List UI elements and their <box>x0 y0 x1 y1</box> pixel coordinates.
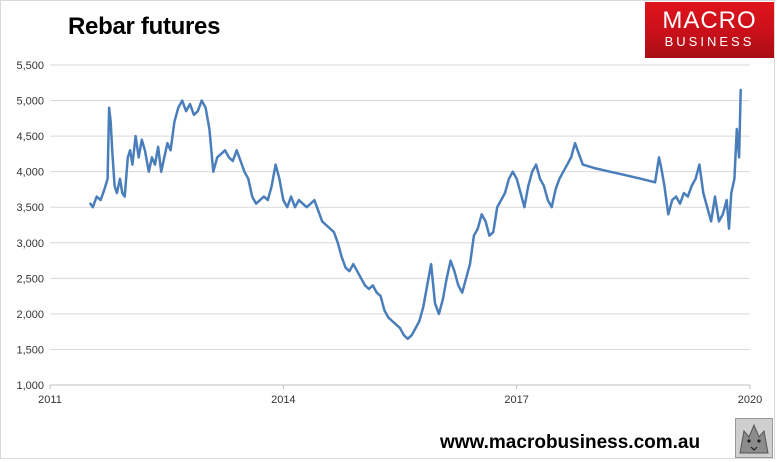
y-tick-label: 2,500 <box>16 273 44 285</box>
y-tick-label: 1,000 <box>16 380 44 392</box>
y-tick-label: 5,500 <box>16 60 44 72</box>
x-tick-label: 2014 <box>271 394 295 406</box>
website-url: www.macrobusiness.com.au <box>440 432 701 453</box>
y-tick-label: 4,500 <box>16 131 44 143</box>
y-tick-label: 5,000 <box>16 96 44 108</box>
y-tick-label: 3,500 <box>16 202 44 214</box>
wolf-logo-icon <box>735 418 773 458</box>
x-tick-label: 2017 <box>504 394 528 406</box>
y-tick-label: 2,000 <box>16 309 44 321</box>
y-tick-label: 1,500 <box>16 344 44 356</box>
chart-title: Rebar futures <box>68 13 221 40</box>
y-tick-label: 4,000 <box>16 167 44 179</box>
logo-line-2: BUSINESS <box>664 34 755 49</box>
macrobusiness-logo: MACRO BUSINESS <box>645 2 774 58</box>
logo-line-1: MACRO <box>662 7 757 34</box>
series-line-0 <box>89 88 742 341</box>
x-tick-label: 2011 <box>38 394 62 406</box>
y-tick-label: 3,000 <box>16 238 44 250</box>
x-tick-label: 2020 <box>738 394 762 406</box>
